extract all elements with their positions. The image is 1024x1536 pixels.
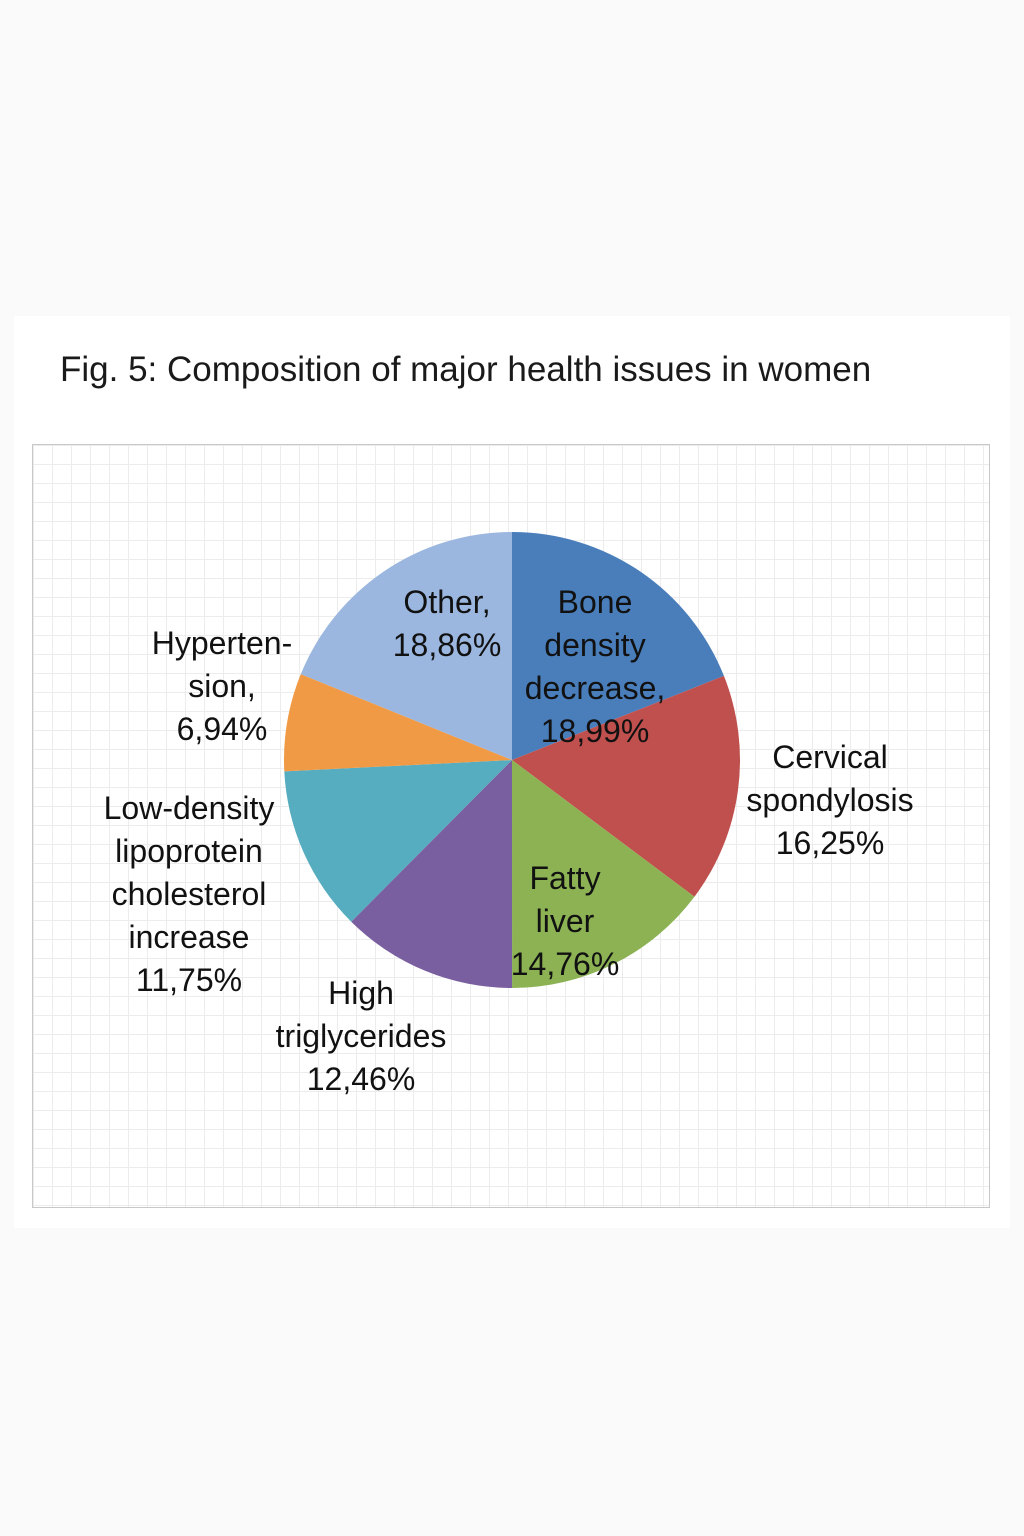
slice-label-line: 18,86% bbox=[393, 627, 502, 663]
slice-label-line: 11,75% bbox=[136, 962, 242, 998]
slice-label-3: High triglycerides 12,46% bbox=[276, 975, 447, 1097]
slice-label-line: cholesterol bbox=[112, 876, 267, 912]
pie-slice-4 bbox=[284, 760, 512, 922]
slice-label-line: density bbox=[544, 627, 645, 663]
slice-label-line: 18,99% bbox=[541, 713, 650, 749]
slice-label-line: increase bbox=[129, 919, 250, 955]
slice-label-line: 12,46% bbox=[307, 1061, 416, 1097]
slice-label-line: Fatty bbox=[529, 860, 600, 896]
slice-label-0: Bone density decrease, 18,99% bbox=[525, 584, 666, 749]
pie-slice-2 bbox=[512, 760, 695, 988]
pie-slice-5 bbox=[284, 674, 512, 772]
slice-label-1: Cervical spondylosis 16,25% bbox=[746, 739, 913, 861]
slice-label-line: 16,25% bbox=[776, 825, 885, 861]
slice-label-line: Hyperten- bbox=[152, 625, 293, 661]
pie-slice-6 bbox=[300, 532, 512, 760]
slice-label-line: High bbox=[328, 975, 394, 1011]
slice-label-5: Hyperten-sion, 6,94% bbox=[152, 625, 293, 747]
slice-label-line: decrease, bbox=[525, 670, 666, 706]
slice-label-line: triglycerides bbox=[276, 1018, 447, 1054]
pie-slice-0 bbox=[512, 532, 724, 760]
slice-label-line: lipoprotein bbox=[115, 833, 263, 869]
chart-title: Fig. 5: Composition of major health issu… bbox=[60, 350, 872, 389]
slice-label-line: Cervical bbox=[772, 739, 888, 775]
slice-label-line: sion, bbox=[188, 668, 256, 704]
slice-label-line: spondylosis bbox=[746, 782, 913, 818]
slice-label-line: liver bbox=[536, 903, 595, 939]
slice-label-line: 14,76% bbox=[511, 946, 620, 982]
pie-slice-1 bbox=[512, 675, 741, 897]
slice-label-line: Bone bbox=[558, 584, 633, 620]
pie-slice-3 bbox=[351, 760, 513, 989]
slice-label-2: Fatty liver 14,76% bbox=[511, 860, 620, 982]
slice-label-line: Low-density bbox=[104, 790, 275, 826]
slice-label-line: Other, bbox=[403, 584, 490, 620]
slice-label-line: 6,94% bbox=[177, 711, 268, 747]
slice-label-4: Low-density lipoprotein cholesterol increas… bbox=[104, 790, 275, 998]
slice-label-6: Other, 18,86% bbox=[393, 584, 502, 663]
